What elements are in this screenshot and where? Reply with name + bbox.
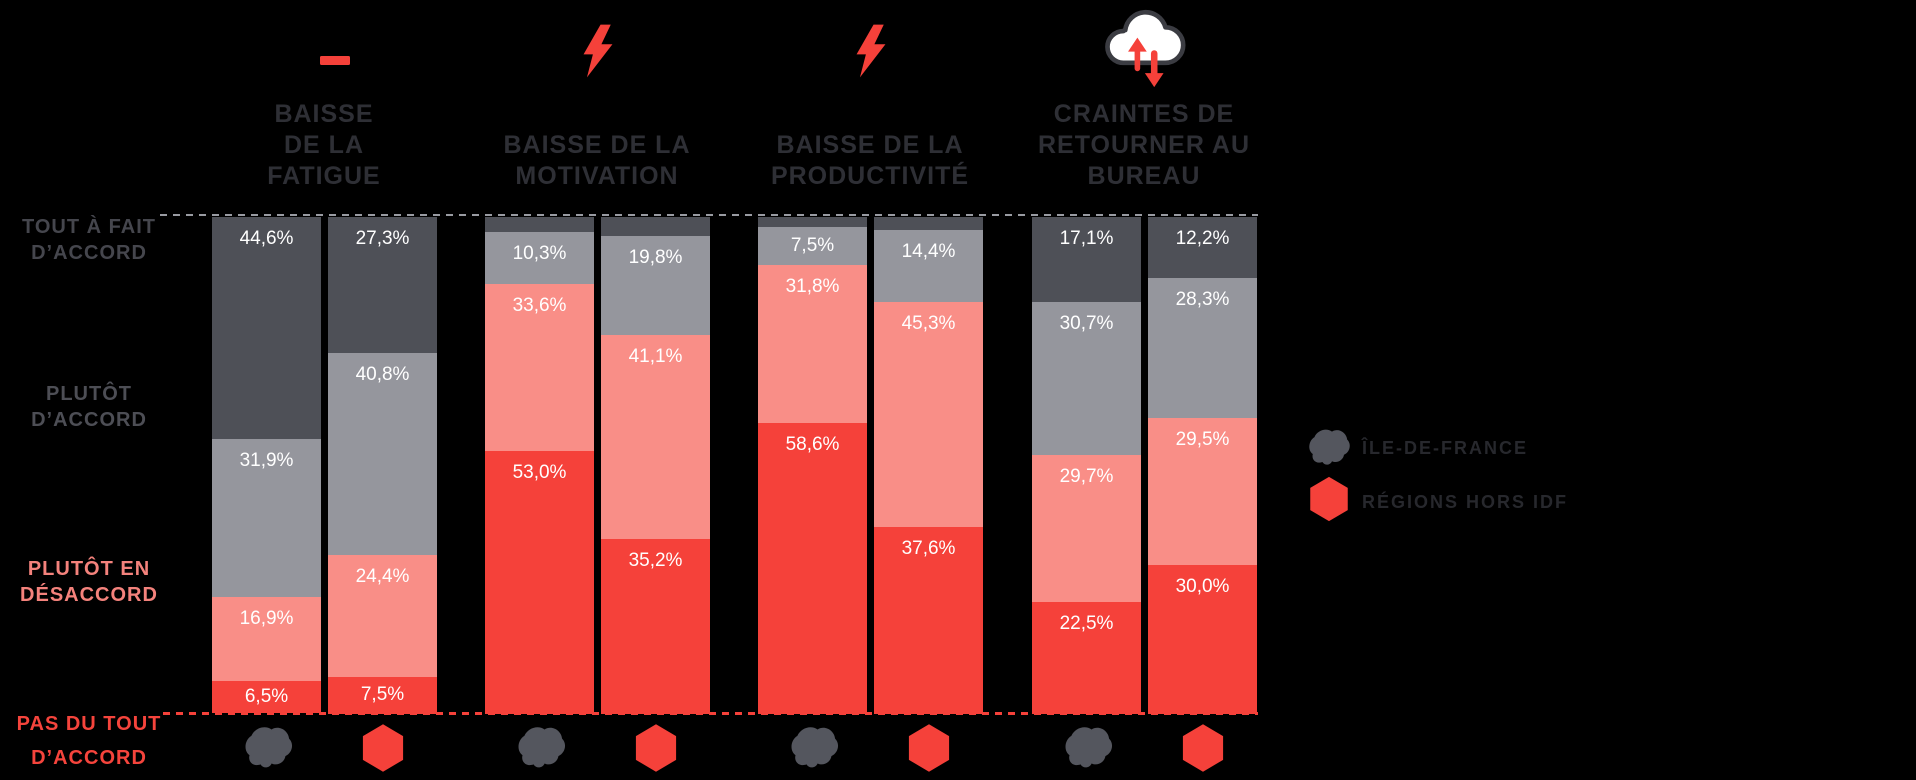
segment-value-label: 40,8% — [355, 363, 410, 385]
bar-segment: 35,2% — [601, 539, 710, 714]
bar-segment — [874, 217, 983, 231]
bar-segment: 33,6% — [485, 283, 594, 451]
segment-value-label: 30,0% — [1175, 575, 1230, 597]
segment-value-label: 33,6% — [512, 294, 567, 316]
group-title-baisse-motivation: BAISSE DE LA MOTIVATION — [503, 131, 691, 190]
legend-label-regions-hors-idf: RÉGIONS HORS IDF — [1362, 492, 1569, 512]
bar-segment: 10,3% — [485, 232, 594, 284]
segment-value-label: 44,6% — [239, 228, 294, 249]
hexagon-icon — [908, 723, 950, 773]
idf-region-icon — [1058, 723, 1116, 769]
bar-segment: 22,5% — [1032, 602, 1141, 714]
top-axis-dashed-line — [160, 214, 1258, 216]
hexagon-icon — [1182, 723, 1224, 773]
cloud-arrows-icon — [1100, 3, 1186, 89]
idf-region-icon — [784, 723, 842, 769]
bar-regions-hors-idf: 19,8% 41,1% 35,2% — [601, 217, 710, 714]
segment-value-label: 35,2% — [628, 550, 683, 572]
segment-value-label: 14,4% — [901, 241, 956, 263]
bar-segment: 45,3% — [874, 301, 983, 528]
bar-ile-de-france: 17,1% 30,7% 29,7% 22,5% — [1032, 217, 1141, 714]
bar-segment: 58,6% — [758, 422, 867, 714]
bar-segment: 29,5% — [1148, 418, 1257, 565]
bar-segment — [485, 217, 594, 233]
bar-segment: 30,0% — [1148, 564, 1257, 714]
bottom-axis-dashed-line — [163, 712, 1258, 715]
segment-value-label: 29,5% — [1175, 429, 1230, 451]
lightning-icon — [581, 20, 615, 82]
segment-value-label: 22,5% — [1059, 613, 1114, 635]
bar-segment: 7,5% — [328, 676, 437, 714]
segment-value-label: 17,1% — [1059, 228, 1114, 249]
idf-region-icon — [1304, 424, 1352, 468]
segment-value-label: 31,8% — [785, 275, 840, 297]
bar-segment: 29,7% — [1032, 454, 1141, 603]
segment-value-label: 45,3% — [901, 312, 956, 334]
segment-value-label: 12,2% — [1175, 228, 1230, 249]
segment-value-label: 41,1% — [628, 345, 683, 367]
bar-segment: 53,0% — [485, 450, 594, 714]
bar-segment: 12,2% — [1148, 217, 1257, 278]
segment-value-label: 6,5% — [244, 686, 289, 708]
segment-value-label: 16,9% — [239, 608, 294, 630]
segment-value-label: 30,7% — [1059, 312, 1114, 334]
bar-regions-hors-idf: 12,2% 28,3% 29,5% 30,0% — [1148, 217, 1257, 714]
bar-ile-de-france: 44,6% 31,9% 16,9% 6,5% — [212, 217, 321, 714]
bar-segment: 19,8% — [601, 236, 710, 335]
category-label-plutot-daccord: PLUTÔT D’ACCORD — [31, 383, 147, 431]
hexagon-icon — [1308, 476, 1350, 522]
bar-segment: 37,6% — [874, 527, 983, 714]
bar-segment: 44,6% — [212, 217, 321, 439]
bar-group-baisse-productivite: 7,5% 31,8% 58,6% 14,4% 45,3% 37,6% — [758, 217, 983, 772]
category-label-tout-a-fait-daccord: TOUT À FAIT D’ACCORD — [22, 216, 156, 264]
category-label-pas-du-tout-daccord: PAS DU TOUT D’ACCORD — [16, 713, 162, 769]
bar-segment: 7,5% — [758, 227, 867, 265]
lightning-icon — [854, 20, 888, 82]
bar-segment: 28,3% — [1148, 277, 1257, 419]
segment-value-label: 31,9% — [239, 449, 294, 471]
idf-region-icon — [238, 723, 296, 769]
segment-value-label: 58,6% — [785, 433, 840, 455]
bar-segment: 31,8% — [758, 264, 867, 423]
legend-label-ile-de-france: ÎLE-DE-FRANCE — [1362, 438, 1528, 458]
idf-region-icon — [511, 723, 569, 769]
bar-segment: 27,3% — [328, 217, 437, 353]
bar-segment: 41,1% — [601, 334, 710, 540]
group-title-baisse-productivite: BAISSE DE LA PRODUCTIVITÉ — [770, 131, 970, 190]
group-title-craintes-bureau: CRAINTES DE RETOURNER AU BUREAU — [1037, 100, 1250, 190]
segment-value-label: 28,3% — [1175, 288, 1230, 310]
bar-segment: 17,1% — [1032, 217, 1141, 302]
hexagon-icon — [362, 723, 404, 773]
minus-icon — [320, 56, 350, 65]
segment-value-label: 7,5% — [790, 235, 835, 257]
segment-value-label: 7,5% — [360, 684, 405, 706]
bar-ile-de-france: 10,3% 33,6% 53,0% — [485, 217, 594, 714]
segment-value-label: 29,7% — [1059, 465, 1114, 487]
segment-value-label: 10,3% — [512, 243, 567, 265]
bar-group-baisse-fatigue: 44,6% 31,9% 16,9% 6,5% 27,3% 40,8% 24,4% 7,5% — [212, 217, 437, 772]
bar-segment: 31,9% — [212, 438, 321, 598]
bar-segment — [601, 217, 710, 237]
bar-group-craintes-bureau: 17,1% 30,7% 29,7% 22,5% 12,2% 28,3% 29,5% 30,0… — [1032, 217, 1257, 772]
hexagon-icon — [635, 723, 677, 773]
bar-ile-de-france: 7,5% 31,8% 58,6% — [758, 217, 867, 714]
bar-segment: 14,4% — [874, 230, 983, 302]
segment-value-label: 37,6% — [901, 538, 956, 560]
segment-value-label: 24,4% — [355, 566, 410, 588]
bar-segment: 6,5% — [212, 681, 321, 714]
segment-value-label: 27,3% — [355, 228, 410, 249]
segment-value-label: 19,8% — [628, 247, 683, 269]
bar-regions-hors-idf: 14,4% 45,3% 37,6% — [874, 217, 983, 714]
bar-segment: 24,4% — [328, 555, 437, 677]
group-title-baisse-fatigue: BAISSE DE LA FATIGUE — [267, 100, 381, 190]
bar-segment: 16,9% — [212, 597, 321, 682]
bar-regions-hors-idf: 27,3% 40,8% 24,4% 7,5% — [328, 217, 437, 714]
segment-value-label: 53,0% — [512, 461, 567, 483]
bar-segment: 40,8% — [328, 352, 437, 556]
category-label-plutot-en-desaccord: PLUTÔT EN DÉSACCORD — [20, 558, 158, 606]
bar-group-baisse-motivation: 10,3% 33,6% 53,0% 19,8% 41,1% 35,2% — [485, 217, 710, 772]
bar-segment: 30,7% — [1032, 301, 1141, 455]
bar-segment — [758, 217, 867, 228]
